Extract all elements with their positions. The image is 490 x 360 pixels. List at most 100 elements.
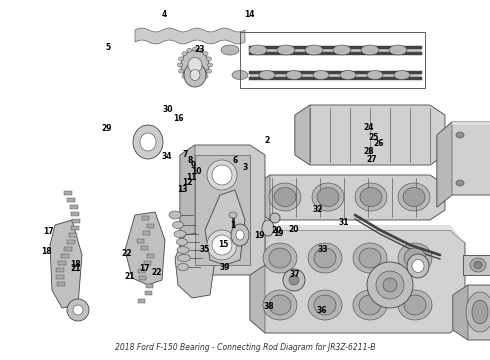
Ellipse shape <box>207 63 213 67</box>
Text: 33: 33 <box>317 245 328 253</box>
Ellipse shape <box>198 48 203 52</box>
Bar <box>64 247 72 251</box>
Ellipse shape <box>359 248 381 268</box>
Ellipse shape <box>286 71 302 80</box>
Bar <box>146 284 153 288</box>
Polygon shape <box>453 285 490 340</box>
Text: 28: 28 <box>364 148 374 156</box>
Ellipse shape <box>389 45 407 55</box>
Bar <box>142 216 149 220</box>
Ellipse shape <box>169 211 181 219</box>
Text: 2: 2 <box>265 136 270 145</box>
Ellipse shape <box>277 45 295 55</box>
Text: 32: 32 <box>312 205 323 214</box>
Text: 18: 18 <box>41 247 52 256</box>
Ellipse shape <box>184 63 206 87</box>
Ellipse shape <box>73 305 83 315</box>
Ellipse shape <box>412 260 424 273</box>
Text: 16: 16 <box>173 114 184 123</box>
Bar <box>240 32 425 88</box>
Ellipse shape <box>367 262 413 308</box>
Text: 24: 24 <box>363 123 374 132</box>
Ellipse shape <box>359 295 381 315</box>
Polygon shape <box>50 220 82 308</box>
Polygon shape <box>255 175 445 220</box>
Ellipse shape <box>193 47 197 51</box>
Text: 34: 34 <box>161 152 172 161</box>
Ellipse shape <box>249 45 267 55</box>
Bar <box>147 224 154 228</box>
Bar <box>56 275 64 279</box>
Text: 15: 15 <box>218 240 228 249</box>
Ellipse shape <box>314 248 336 268</box>
Ellipse shape <box>221 45 239 55</box>
Ellipse shape <box>206 57 211 61</box>
Polygon shape <box>295 105 445 165</box>
Ellipse shape <box>305 45 323 55</box>
Text: 23: 23 <box>195 45 205 54</box>
Ellipse shape <box>198 78 203 82</box>
Ellipse shape <box>179 57 184 61</box>
Ellipse shape <box>274 188 296 207</box>
Text: 10: 10 <box>191 167 201 176</box>
Bar <box>56 267 65 271</box>
Bar <box>70 205 78 209</box>
Ellipse shape <box>269 295 291 315</box>
Text: 14: 14 <box>245 10 255 19</box>
Bar <box>141 246 147 250</box>
Text: 4: 4 <box>162 10 167 19</box>
Ellipse shape <box>394 71 410 80</box>
Ellipse shape <box>179 69 184 73</box>
Ellipse shape <box>206 69 211 73</box>
Text: 11: 11 <box>186 173 196 182</box>
Text: 27: 27 <box>366 154 377 163</box>
Ellipse shape <box>263 243 297 273</box>
Text: 9: 9 <box>191 161 196 170</box>
Ellipse shape <box>263 290 297 320</box>
Ellipse shape <box>229 212 237 218</box>
Ellipse shape <box>269 183 301 211</box>
Text: 2018 Ford F-150 Bearing - Connecting Rod Diagram for JR3Z-6211-B: 2018 Ford F-150 Bearing - Connecting Rod… <box>115 343 375 352</box>
Ellipse shape <box>140 133 156 151</box>
Ellipse shape <box>474 261 482 269</box>
Ellipse shape <box>182 74 187 78</box>
Bar <box>138 269 145 273</box>
Polygon shape <box>255 175 270 220</box>
Ellipse shape <box>231 224 249 246</box>
Ellipse shape <box>236 230 244 240</box>
Bar <box>67 240 75 244</box>
Ellipse shape <box>177 264 189 270</box>
Ellipse shape <box>203 74 208 78</box>
Ellipse shape <box>353 290 387 320</box>
Text: 30: 30 <box>162 105 173 114</box>
Ellipse shape <box>187 48 192 52</box>
Ellipse shape <box>190 69 200 81</box>
Polygon shape <box>135 28 245 44</box>
Bar <box>139 276 147 280</box>
Bar <box>61 254 69 258</box>
Ellipse shape <box>404 248 426 268</box>
Polygon shape <box>250 230 265 333</box>
Text: 12: 12 <box>182 178 193 187</box>
Text: 29: 29 <box>101 124 112 133</box>
Ellipse shape <box>398 243 432 273</box>
Ellipse shape <box>283 269 305 291</box>
Ellipse shape <box>67 299 89 321</box>
Text: 6: 6 <box>233 156 238 165</box>
Text: 3: 3 <box>243 163 247 172</box>
Ellipse shape <box>404 295 426 315</box>
Bar <box>143 231 150 235</box>
Ellipse shape <box>317 188 339 207</box>
Ellipse shape <box>470 258 486 272</box>
Ellipse shape <box>376 271 404 299</box>
Ellipse shape <box>177 255 191 261</box>
Polygon shape <box>125 212 165 285</box>
Text: 36: 36 <box>316 306 327 315</box>
Text: 37: 37 <box>290 270 300 279</box>
Ellipse shape <box>177 63 182 67</box>
Bar <box>58 261 66 265</box>
Text: 26: 26 <box>373 139 384 148</box>
Ellipse shape <box>174 230 186 238</box>
Polygon shape <box>250 230 465 333</box>
Ellipse shape <box>289 275 299 285</box>
